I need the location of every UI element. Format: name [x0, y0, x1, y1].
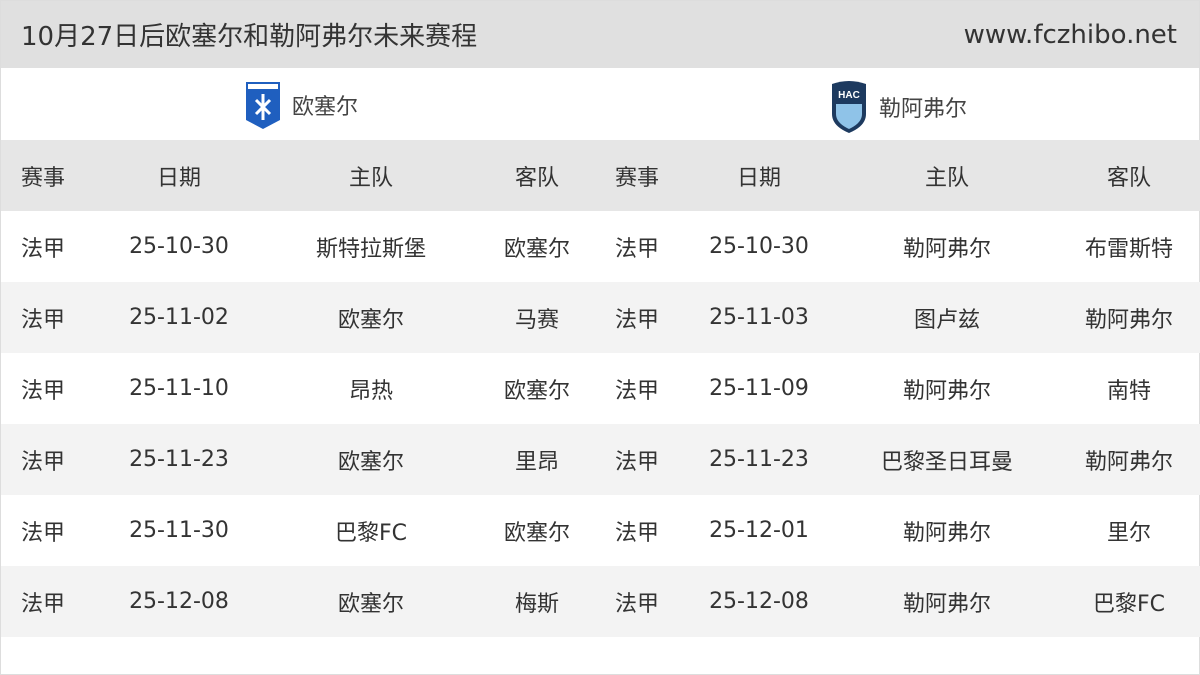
- table-cell: 25-12-08: [681, 566, 837, 637]
- table-row: 法甲 25-11-10 昂热 欧塞尔 法甲 25-11-09 勒阿弗尔 南特: [1, 353, 1200, 424]
- site-url: www.fczhibo.net: [963, 19, 1177, 50]
- table-cell: 25-11-30: [129, 518, 229, 543]
- table-cell: 斯特拉斯堡: [315, 236, 426, 262]
- table-cell: 欧塞尔: [269, 566, 473, 637]
- auxerre-crest-icon: [246, 82, 280, 129]
- team-auxerre: 欧塞尔: [244, 80, 358, 130]
- table-cell: 法甲: [21, 378, 66, 404]
- table-cell: 25-11-03: [681, 282, 837, 353]
- le-havre-crest-icon: HAC: [832, 81, 866, 133]
- table-cell: 法甲: [21, 520, 66, 546]
- table-cell: 欧塞尔: [269, 424, 473, 495]
- table-row: 法甲 25-11-30 巴黎FC 欧塞尔 法甲 25-12-01 勒阿弗尔 里尔: [1, 495, 1200, 566]
- table-cell: 马赛: [473, 282, 601, 353]
- table-cell: 欧塞尔: [503, 520, 570, 546]
- table-row: 法甲 25-11-23 欧塞尔 里昂 法甲 25-11-23 巴黎圣日耳曼 勒阿弗尔: [1, 424, 1200, 495]
- header-bar: 10月27日后欧塞尔和勒阿弗尔未来赛程 www.fczhibo.net: [1, 1, 1199, 68]
- table-cell: 勒阿弗尔: [902, 378, 991, 404]
- table-cell: 25-12-08: [89, 566, 269, 637]
- table-cell: 布雷斯特: [1084, 236, 1173, 262]
- table-cell: 勒阿弗尔: [837, 566, 1057, 637]
- table-cell: 梅斯: [473, 566, 601, 637]
- table-cell: 里尔: [1106, 520, 1151, 546]
- table-cell: 25-10-30: [709, 234, 809, 259]
- table-cell: 巴黎FC: [1057, 566, 1200, 637]
- table-cell: 法甲: [615, 236, 660, 262]
- table-cell: 法甲: [601, 566, 681, 637]
- col-header: 赛事: [1, 140, 89, 211]
- table-cell: 勒阿弗尔: [902, 520, 991, 546]
- table-cell: 巴黎FC: [334, 520, 408, 546]
- col-header: 客队: [473, 140, 601, 211]
- table-cell: 法甲: [1, 424, 89, 495]
- table-header: 赛事 日期 主队 客队 赛事 日期 主队 客队: [1, 140, 1200, 211]
- table-cell: 25-12-01: [709, 518, 809, 543]
- table-cell: 法甲: [601, 282, 681, 353]
- table-cell: 欧塞尔: [503, 378, 570, 404]
- table-cell: 25-10-30: [129, 234, 229, 259]
- table-cell: 图卢兹: [837, 282, 1057, 353]
- table-cell: 25-11-23: [681, 424, 837, 495]
- col-header: 主队: [269, 140, 473, 211]
- table-cell: 里昂: [473, 424, 601, 495]
- schedule-table: 赛事 日期 主队 客队 赛事 日期 主队 客队 法甲 25-10-30 斯特拉斯堡欧…: [1, 140, 1200, 637]
- table-cell: 25-11-23: [89, 424, 269, 495]
- table-row: 法甲 25-12-08 欧塞尔 梅斯 法甲 25-12-08 勒阿弗尔 巴黎FC: [1, 566, 1200, 637]
- table-cell: 法甲: [601, 424, 681, 495]
- teams-row: 欧塞尔 HAC 勒阿弗尔: [1, 68, 1199, 140]
- table-cell: 法甲: [1, 566, 89, 637]
- table-cell: 法甲: [615, 520, 660, 546]
- table-cell: 25-11-09: [709, 376, 809, 401]
- table-cell: 巴黎圣日耳曼: [837, 424, 1057, 495]
- col-header: 日期: [681, 140, 837, 211]
- col-header: 赛事: [601, 140, 681, 211]
- col-header: 日期: [89, 140, 269, 211]
- svg-text:HAC: HAC: [838, 90, 860, 101]
- table-cell: 南特: [1106, 378, 1151, 404]
- team-le-havre: HAC 勒阿弗尔: [829, 80, 967, 134]
- team-name: 勒阿弗尔: [879, 97, 968, 122]
- table-row: 法甲 25-11-02 欧塞尔 马赛 法甲 25-11-03 图卢兹 勒阿弗尔: [1, 282, 1200, 353]
- col-header: 客队: [1057, 140, 1200, 211]
- table-cell: 欧塞尔: [269, 282, 473, 353]
- table-row: 法甲 25-10-30 斯特拉斯堡 欧塞尔 法甲 25-10-30 勒阿弗尔 布雷斯特: [1, 211, 1200, 282]
- team-name: 欧塞尔: [292, 95, 359, 120]
- table-cell: 昂热: [348, 378, 393, 404]
- page-title: 10月27日后欧塞尔和勒阿弗尔未来赛程: [21, 22, 478, 52]
- table-cell: 法甲: [1, 282, 89, 353]
- table-cell: 法甲: [21, 236, 66, 262]
- table-cell: 勒阿弗尔: [902, 236, 991, 262]
- table-cell: 勒阿弗尔: [1057, 282, 1200, 353]
- table-cell: 欧塞尔: [503, 236, 570, 262]
- table-cell: 勒阿弗尔: [1057, 424, 1200, 495]
- table-cell: 25-11-02: [89, 282, 269, 353]
- table-cell: 法甲: [615, 378, 660, 404]
- col-header: 主队: [837, 140, 1057, 211]
- table-cell: 25-11-10: [129, 376, 229, 401]
